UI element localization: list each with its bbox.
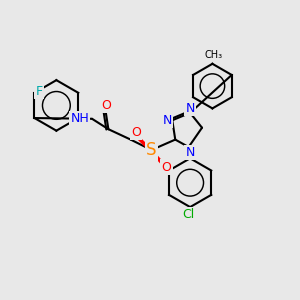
Text: O: O [161, 161, 171, 174]
Text: CH₃: CH₃ [205, 50, 223, 61]
Text: S: S [146, 141, 157, 159]
Text: O: O [101, 99, 111, 112]
Text: NH: NH [70, 112, 89, 125]
Text: N: N [185, 102, 195, 115]
Text: N: N [162, 114, 172, 127]
Text: N: N [185, 146, 195, 159]
Text: O: O [131, 126, 141, 139]
Text: F: F [35, 85, 43, 98]
Text: Cl: Cl [182, 208, 195, 221]
